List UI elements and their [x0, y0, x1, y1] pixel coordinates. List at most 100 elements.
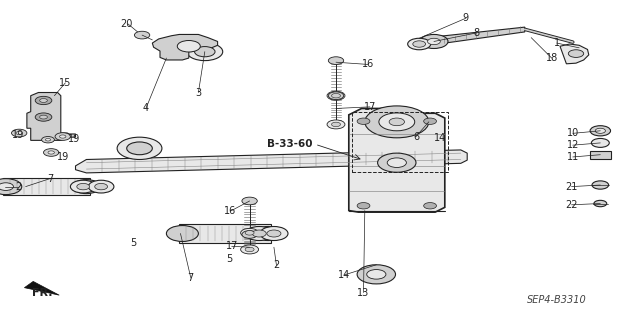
Circle shape: [424, 118, 436, 124]
Circle shape: [408, 38, 431, 50]
Circle shape: [424, 203, 436, 209]
Polygon shape: [416, 27, 525, 46]
Circle shape: [55, 133, 70, 140]
Circle shape: [12, 129, 27, 137]
Polygon shape: [27, 93, 76, 140]
Circle shape: [428, 38, 440, 45]
Circle shape: [260, 226, 288, 241]
Circle shape: [413, 41, 426, 47]
Text: 14: 14: [338, 270, 351, 280]
Circle shape: [267, 230, 281, 237]
Circle shape: [590, 126, 611, 136]
Circle shape: [595, 128, 605, 133]
Text: 2: 2: [15, 182, 21, 192]
Text: 7: 7: [47, 174, 53, 184]
Circle shape: [327, 91, 345, 100]
Circle shape: [332, 122, 340, 127]
Circle shape: [357, 203, 370, 209]
Circle shape: [44, 149, 59, 156]
Circle shape: [389, 118, 404, 126]
Text: 19: 19: [12, 130, 24, 140]
Circle shape: [134, 31, 150, 39]
Text: 2: 2: [273, 260, 280, 271]
Circle shape: [245, 247, 254, 252]
Text: B-33-60: B-33-60: [266, 139, 312, 149]
Circle shape: [328, 57, 344, 64]
Text: 10: 10: [566, 128, 579, 138]
Text: 4: 4: [143, 103, 149, 114]
Text: FR.: FR.: [32, 288, 52, 299]
Circle shape: [262, 230, 275, 237]
Text: 7: 7: [188, 272, 194, 283]
Circle shape: [245, 231, 254, 235]
Text: 20: 20: [120, 19, 133, 29]
Text: 5: 5: [226, 254, 232, 264]
Circle shape: [88, 180, 114, 193]
Polygon shape: [3, 178, 90, 195]
Circle shape: [245, 226, 273, 241]
Circle shape: [594, 200, 607, 207]
Text: SEP4-B3310: SEP4-B3310: [527, 295, 587, 306]
Circle shape: [195, 47, 215, 57]
Circle shape: [241, 245, 259, 254]
Circle shape: [42, 137, 54, 143]
Text: 3: 3: [195, 87, 202, 98]
Circle shape: [357, 265, 396, 284]
Text: 16: 16: [362, 59, 374, 70]
Polygon shape: [76, 150, 467, 173]
Circle shape: [48, 151, 54, 154]
Text: 8: 8: [474, 28, 480, 38]
Circle shape: [387, 158, 406, 167]
Text: 15: 15: [59, 78, 72, 88]
Circle shape: [242, 231, 257, 238]
Text: 5: 5: [130, 238, 136, 248]
Circle shape: [592, 181, 609, 189]
Circle shape: [187, 43, 223, 61]
Circle shape: [35, 96, 52, 105]
Circle shape: [327, 120, 345, 129]
Circle shape: [72, 180, 100, 194]
Circle shape: [45, 138, 51, 141]
Text: 14: 14: [434, 133, 447, 143]
Circle shape: [241, 228, 259, 237]
Circle shape: [357, 118, 370, 124]
Polygon shape: [179, 224, 271, 243]
Polygon shape: [560, 44, 589, 64]
Bar: [352, 112, 448, 172]
Text: 18: 18: [545, 53, 558, 63]
Circle shape: [77, 183, 90, 190]
Text: 6: 6: [413, 131, 419, 142]
Circle shape: [378, 153, 416, 172]
Circle shape: [365, 106, 429, 138]
Circle shape: [35, 113, 52, 121]
Text: 12: 12: [566, 140, 579, 150]
Text: 11: 11: [566, 152, 579, 162]
Circle shape: [16, 131, 22, 135]
Text: 19: 19: [56, 152, 69, 162]
Polygon shape: [349, 108, 445, 212]
Circle shape: [242, 197, 257, 205]
Circle shape: [420, 34, 448, 48]
Circle shape: [379, 113, 415, 131]
Text: 21: 21: [565, 182, 578, 192]
Circle shape: [332, 93, 340, 98]
Circle shape: [95, 183, 108, 190]
Circle shape: [60, 135, 66, 138]
Circle shape: [70, 180, 96, 193]
Circle shape: [328, 92, 344, 100]
Text: 1: 1: [554, 38, 560, 48]
Circle shape: [177, 41, 200, 52]
Text: 13: 13: [357, 287, 370, 298]
Text: 19: 19: [67, 134, 80, 144]
Circle shape: [0, 183, 13, 190]
Circle shape: [127, 142, 152, 155]
Circle shape: [0, 179, 22, 195]
Text: 17: 17: [225, 241, 238, 251]
Text: 9: 9: [463, 13, 469, 23]
Circle shape: [40, 99, 47, 102]
Circle shape: [117, 137, 162, 160]
Circle shape: [40, 115, 47, 119]
Circle shape: [254, 226, 282, 241]
Circle shape: [166, 226, 198, 241]
Circle shape: [252, 230, 266, 237]
